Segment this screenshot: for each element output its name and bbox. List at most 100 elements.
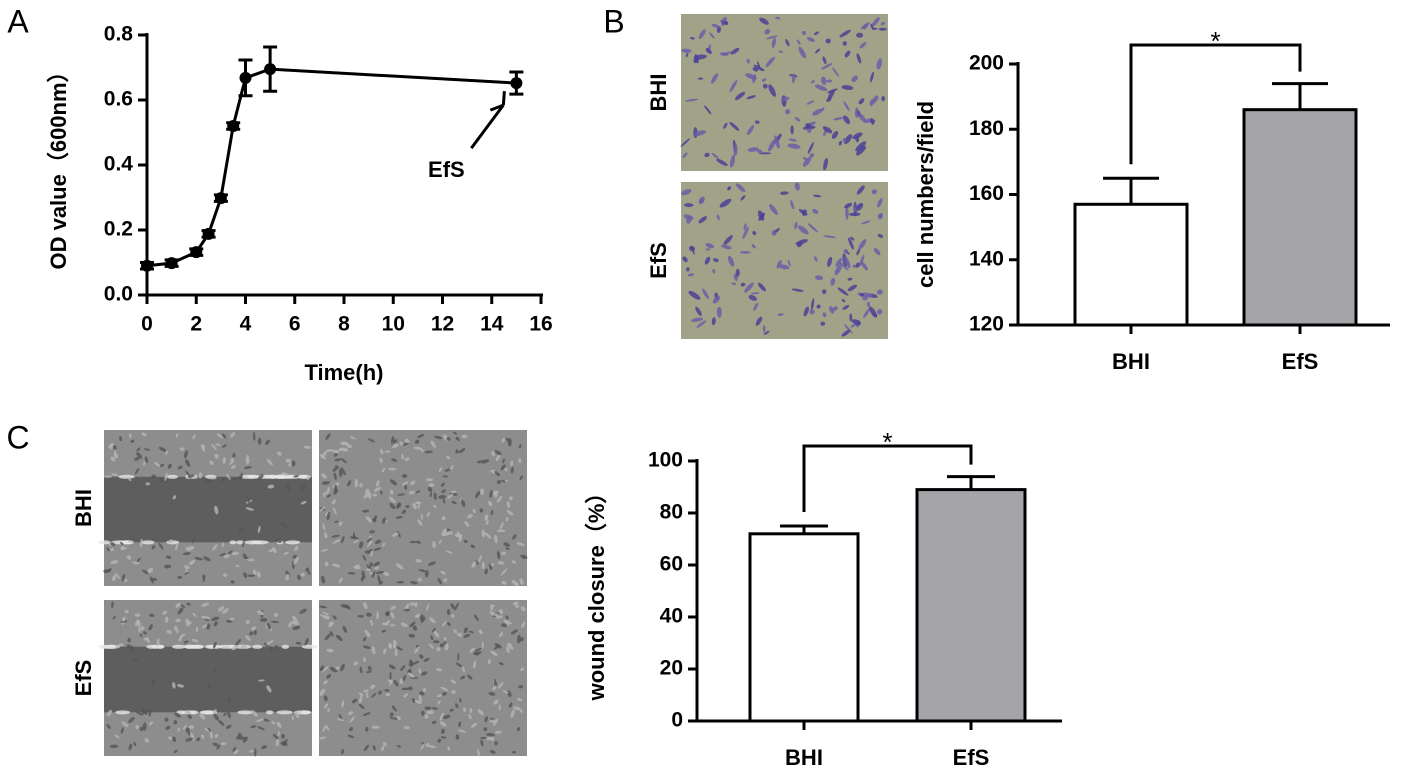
cell — [442, 475, 449, 478]
cell — [481, 561, 485, 570]
cell — [762, 83, 768, 89]
cell — [841, 85, 854, 91]
cell — [385, 693, 391, 697]
cell — [418, 569, 426, 573]
cell — [492, 490, 499, 496]
cell — [403, 608, 411, 612]
cell — [245, 635, 251, 641]
cell — [858, 98, 865, 105]
cell — [414, 699, 422, 704]
cell — [143, 631, 147, 635]
cell — [300, 484, 306, 491]
cell — [332, 615, 337, 620]
cell — [226, 619, 233, 623]
cell — [144, 448, 151, 451]
cell — [702, 288, 709, 300]
cell — [119, 541, 124, 545]
cell — [384, 450, 391, 453]
cell — [358, 541, 364, 549]
cell — [114, 734, 120, 739]
cell — [790, 200, 795, 210]
cell — [239, 472, 243, 481]
cell — [698, 216, 707, 224]
cell — [776, 260, 782, 269]
significance-bracket — [1129, 43, 1302, 165]
cell — [216, 744, 221, 750]
cell — [481, 641, 484, 650]
cell — [199, 713, 206, 720]
significance-bracket — [802, 444, 973, 512]
cell — [415, 558, 422, 563]
cell — [428, 561, 436, 566]
cell — [513, 601, 519, 606]
cell — [753, 302, 759, 311]
cell — [697, 77, 704, 80]
cell — [358, 692, 364, 697]
cell — [400, 665, 406, 671]
cell — [230, 580, 235, 584]
cell — [138, 626, 141, 634]
cell — [417, 502, 420, 510]
cell — [323, 680, 328, 685]
cell — [496, 550, 501, 560]
cell — [408, 633, 416, 638]
cell — [439, 721, 447, 727]
cell — [191, 537, 197, 544]
error-bar — [947, 475, 995, 490]
cell — [740, 195, 746, 201]
cell — [388, 467, 397, 471]
cell — [259, 618, 268, 622]
cell — [451, 490, 457, 494]
cell — [333, 472, 337, 481]
micrograph — [98, 600, 318, 757]
cell — [418, 694, 422, 703]
cell — [871, 189, 877, 195]
cell — [803, 306, 809, 317]
bright-edge — [229, 540, 237, 545]
cell — [393, 679, 399, 687]
cell — [381, 517, 387, 524]
cell — [187, 714, 192, 719]
cell — [247, 497, 251, 504]
cell — [472, 509, 476, 514]
micrograph — [680, 14, 888, 171]
cell — [843, 101, 850, 112]
cell — [320, 451, 328, 459]
cell — [366, 692, 369, 699]
cell — [295, 711, 300, 719]
y-axis-label: OD value（600nm） — [46, 60, 71, 269]
cell — [458, 721, 462, 728]
cell — [142, 461, 146, 466]
cell — [148, 721, 154, 726]
cell — [209, 460, 214, 465]
cell — [429, 492, 433, 498]
cell — [275, 538, 282, 543]
cell — [230, 465, 236, 469]
cell — [727, 186, 732, 191]
cell — [378, 580, 383, 585]
cell — [474, 647, 482, 652]
cell — [494, 534, 498, 544]
cell — [855, 136, 860, 143]
cell — [185, 710, 192, 715]
cell — [877, 233, 884, 238]
cell — [705, 47, 712, 55]
y-tick-label: 0.8 — [104, 23, 134, 46]
cell — [325, 486, 330, 495]
cell — [436, 647, 441, 652]
y-tick-label: 140 — [969, 247, 1004, 270]
cell — [191, 638, 199, 643]
cell — [856, 185, 865, 195]
cell — [869, 99, 874, 107]
cell — [108, 443, 114, 448]
cell — [816, 304, 821, 309]
cell — [329, 631, 334, 637]
cell — [809, 309, 815, 315]
cell — [127, 555, 132, 560]
cell — [341, 535, 345, 544]
cell — [135, 711, 144, 716]
cell — [397, 493, 406, 496]
cell — [765, 56, 775, 68]
cell — [320, 575, 326, 584]
cell — [324, 532, 328, 539]
